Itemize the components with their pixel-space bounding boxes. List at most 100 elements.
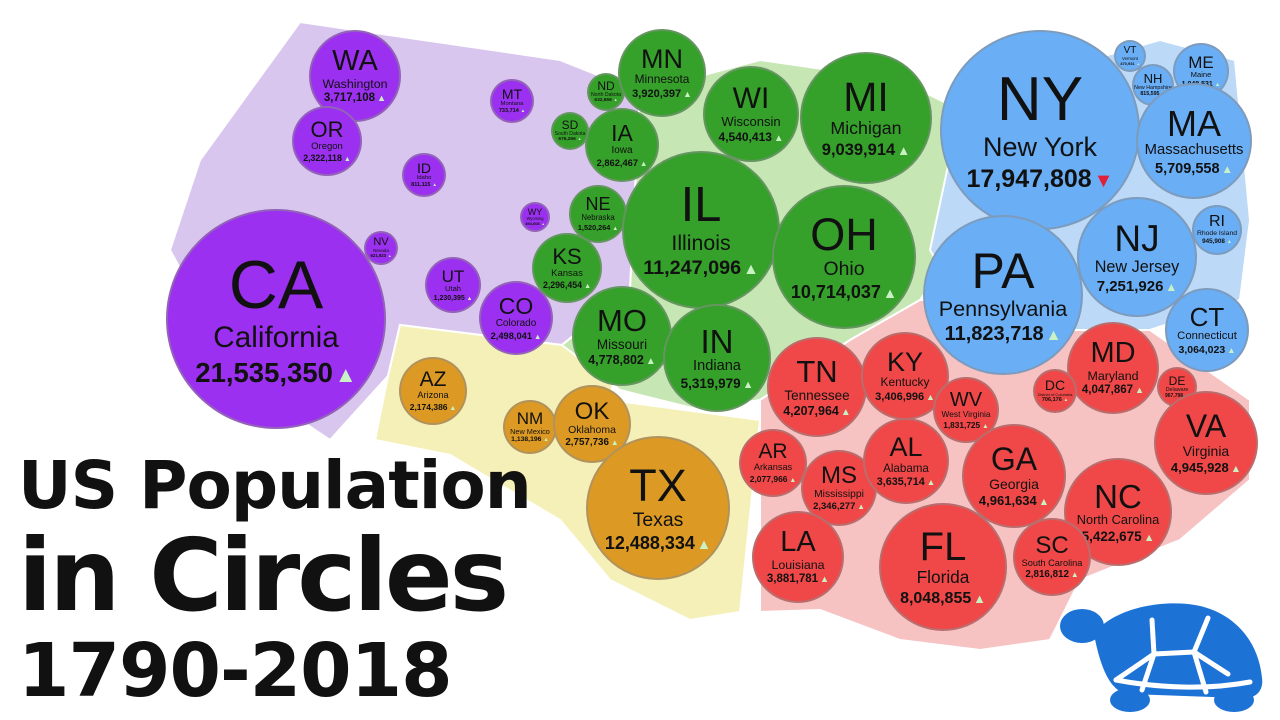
state-population: 2,862,467 ▲: [597, 158, 648, 168]
population-value: 4,047,867: [1081, 384, 1134, 397]
population-value: 1,520,264: [577, 222, 611, 232]
state-population: 11,823,718 ▲: [945, 324, 1062, 344]
state-circle-nv: NV Nevada 621,923 ▲: [364, 231, 398, 265]
state-circle-ny: NY New York 17,947,808 ▼: [940, 30, 1140, 230]
state-name: California: [213, 320, 339, 354]
state-population: 706,176 ▲: [1042, 397, 1068, 404]
growth-arrow-icon: ▲: [612, 225, 619, 232]
growth-arrow-icon: ▲: [1045, 327, 1062, 345]
state-name: Alabama: [883, 461, 929, 475]
population-value: 2,296,454: [542, 279, 583, 290]
growth-arrow-icon: ▲: [388, 254, 392, 259]
state-abbr: IA: [611, 120, 633, 147]
state-circle-wv: WV West Virginia 1,831,725 ▲: [933, 377, 999, 443]
population-value: 3,920,397: [632, 87, 682, 100]
population-value: 5,709,558: [1155, 160, 1220, 177]
population-value: 3,881,781: [766, 573, 819, 586]
state-abbr: FL: [919, 525, 967, 570]
state-abbr: ME: [1188, 52, 1214, 72]
growth-arrow-icon: ▲: [645, 356, 656, 367]
state-name: Idaho: [416, 174, 432, 181]
state-name: Tennessee: [784, 387, 850, 403]
state-abbr: CA: [228, 247, 324, 324]
state-abbr: OK: [574, 398, 610, 426]
state-name: Washington: [322, 76, 388, 91]
state-population: 12,488,334 ▲: [605, 534, 711, 552]
population-value: 2,757,736: [565, 437, 609, 449]
state-name: Louisiana: [771, 557, 825, 572]
state-name: Maine: [1190, 70, 1212, 80]
state-circle-ga: GA Georgia 4,961,634 ▲: [962, 424, 1066, 528]
growth-arrow-icon: ▲: [897, 143, 911, 159]
state-circle-wy: WY Wyoming 494,608 ▲: [520, 202, 550, 232]
state-circle-ar: AR Arkansas 2,077,966 ▲: [739, 429, 807, 497]
state-name: Florida: [916, 567, 970, 588]
state-abbr: MT: [501, 86, 523, 103]
population-value: 7,251,926: [1096, 277, 1164, 295]
state-abbr: UT: [441, 266, 465, 286]
state-population: 9,039,914 ▲: [822, 142, 910, 159]
population-value: 494,608: [525, 221, 540, 227]
state-circle-md: MD Maryland 4,047,867 ▲: [1067, 322, 1159, 414]
state-population: 632,656 ▲: [594, 97, 617, 104]
state-abbr: IN: [700, 322, 734, 360]
state-name: North Carolina: [1076, 512, 1160, 528]
state-population: 494,608 ▲: [525, 222, 545, 226]
state-name: Vermont: [1121, 55, 1138, 61]
state-population: 470,931 ▲: [1120, 61, 1140, 66]
state-abbr: VA: [1185, 408, 1227, 445]
state-abbr: WA: [332, 45, 378, 78]
growth-arrow-icon: ▲: [1221, 162, 1233, 176]
state-name: Rhode Island: [1196, 230, 1238, 238]
state-circle-tx: TX Texas 12,488,334 ▲: [586, 436, 730, 580]
state-population: 4,961,634 ▲: [979, 494, 1049, 508]
state-abbr: RI: [1209, 213, 1225, 231]
state-abbr: CT: [1189, 302, 1225, 333]
growth-arrow-icon: ▲: [1214, 81, 1221, 88]
growth-arrow-icon: ▲: [789, 476, 797, 484]
state-population: 676,266 ▲: [558, 136, 581, 143]
population-value: 811,115: [411, 182, 431, 189]
state-circle-pa: PA Pennsylvania 11,823,718 ▲: [923, 215, 1083, 375]
state-population: 8,048,855 ▲: [900, 590, 986, 607]
state-abbr: NH: [1143, 71, 1163, 87]
population-value: 632,656: [594, 97, 612, 103]
growth-arrow-icon: ▲: [1038, 497, 1050, 509]
state-population: 1,831,725 ▲: [943, 421, 988, 431]
state-name: West Virginia: [941, 409, 991, 420]
state-name: Delaware: [1165, 386, 1189, 393]
state-population: 3,635,714 ▲: [877, 476, 936, 488]
state-population: 733,714 ▲: [499, 108, 525, 115]
state-name: Mississippi: [814, 488, 864, 500]
growth-arrow-icon: ▲: [926, 391, 935, 402]
state-abbr: TN: [796, 354, 838, 389]
state-abbr: NC: [1094, 477, 1142, 515]
state-circle-ut: UT Utah 1,230,395 ▲: [425, 257, 481, 313]
state-name: Arkansas: [753, 462, 793, 473]
population-value: 1,831,725: [943, 419, 981, 430]
state-name: Montana: [500, 100, 524, 107]
state-population: 2,498,041 ▲: [491, 331, 542, 341]
decline-arrow-icon: ▼: [1093, 169, 1114, 192]
growth-arrow-icon: ▲: [639, 158, 648, 168]
state-abbr: WI: [732, 82, 770, 116]
state-name: Ohio: [823, 257, 865, 280]
population-value: 17,947,808: [966, 164, 1092, 193]
growth-arrow-icon: ▲: [982, 422, 989, 430]
state-circle-id: ID Idaho 811,115 ▲: [402, 153, 446, 197]
state-circle-nm: NM New Mexico 1,138,196 ▲: [503, 400, 557, 454]
growth-arrow-icon: ▲: [840, 407, 851, 418]
state-population: 3,881,781 ▲: [766, 573, 829, 586]
state-population: 811,115 ▲: [411, 182, 437, 189]
state-abbr: VT: [1123, 45, 1137, 57]
population-value: 2,346,277: [813, 501, 856, 513]
state-name: Massachusetts: [1144, 142, 1244, 159]
population-value: 9,039,914: [821, 141, 896, 160]
state-circle-or: OR Oregon 2,322,118 ▲: [292, 106, 362, 176]
population-value: 676,266: [558, 136, 576, 142]
state-name: New Hampshire: [1134, 84, 1172, 91]
state-population: 2,077,966 ▲: [750, 474, 797, 485]
state-circle-sc: SC South Carolina 2,816,812 ▲: [1013, 518, 1091, 596]
state-population: 7,251,926 ▲: [1097, 279, 1178, 294]
state-name: Georgia: [989, 476, 1039, 493]
